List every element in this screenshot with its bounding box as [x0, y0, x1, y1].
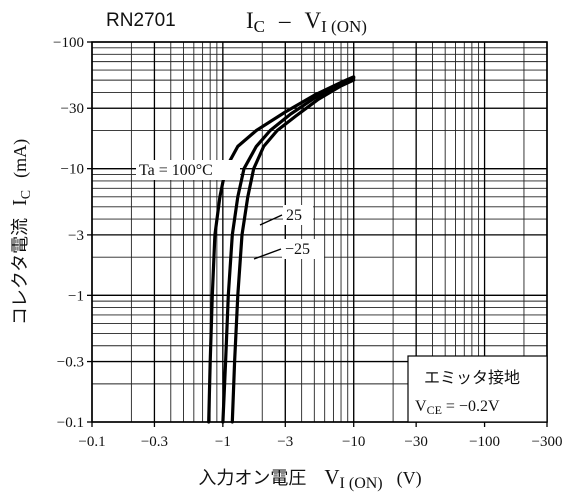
y-label-sym: I: [9, 199, 31, 206]
label-bg-100: [136, 160, 240, 180]
x-tick-label: −0.3: [141, 434, 168, 450]
condition-vce-sub: CE: [427, 403, 442, 417]
x-tick-label: −1: [215, 434, 231, 450]
title-main-sub: C: [254, 17, 265, 36]
series-label-minus25: −25: [285, 241, 310, 258]
x-label-unit: (V): [397, 468, 422, 489]
series-lines: [207, 75, 356, 424]
y-tick-label: −30: [61, 101, 84, 117]
y-axis-label: コレクタ電流 IC (mA): [9, 139, 34, 325]
condition-line-2: VCE = −0.2V: [415, 398, 500, 417]
leader-minus25: [253, 248, 282, 260]
y-tick-label: −0.3: [57, 355, 84, 371]
part-number: RN2701: [106, 10, 176, 31]
y-label-jp: コレクタ電流: [10, 218, 30, 325]
x-label-sym: V: [324, 465, 339, 489]
x-tick-label: −300: [532, 434, 563, 450]
chart-title: IC – VI (ON): [246, 8, 367, 36]
y-label-unit: (mA): [10, 139, 31, 178]
series-label-25: 25: [286, 207, 302, 224]
title-dash: –: [278, 8, 291, 33]
x-tick-label: −30: [404, 434, 427, 450]
y-tick-label: −1: [68, 288, 84, 304]
x-axis-label: 入力オン電圧 VI (ON) (V): [198, 465, 421, 492]
y-axis-ticks: −100 −30 −10 −3 −1 −0.3 −0.1: [53, 35, 92, 431]
y-label-sub: C: [19, 190, 34, 199]
x-tick-label: −100: [469, 434, 500, 450]
title-second: V: [305, 8, 322, 33]
x-tick-label: −0.1: [78, 434, 105, 450]
y-tick-label: −3: [68, 228, 84, 244]
condition-box-frame: [407, 355, 548, 423]
x-tick-label: −10: [342, 434, 365, 450]
svg-text:コレクタ電流IC(mA): コレクタ電流 IC (mA): [9, 139, 34, 325]
leader-25: [259, 214, 283, 226]
x-axis-ticks: −0.1 −0.3 −1 −3 −10 −30 −100 −300: [78, 422, 562, 450]
y-tick-label: −0.1: [57, 415, 84, 431]
y-tick-label: −10: [61, 162, 84, 178]
condition-vce-val: = −0.2V: [442, 398, 500, 415]
condition-box: エミッタ接地 VCE = −0.2V: [407, 355, 548, 423]
x-label-jp: 入力オン電圧: [198, 468, 306, 488]
series-label-100: Ta = 100°C: [139, 162, 213, 179]
series-line-1: [221, 76, 356, 424]
series-line-2: [230, 78, 356, 424]
series-line-0: [207, 75, 356, 424]
condition-line-1: エミッタ接地: [424, 369, 520, 387]
x-label-sub: I (ON): [340, 475, 383, 492]
x-tick-label: −3: [277, 434, 293, 450]
condition-vce-sym: V: [415, 398, 427, 415]
series-labels: Ta = 100°C 25 −25: [136, 160, 324, 260]
title-main: I: [246, 8, 254, 33]
label-bg-25: [283, 205, 313, 225]
label-bg-minus25: [282, 239, 324, 259]
y-tick-label: −100: [53, 35, 84, 51]
title-second-sub: I (ON): [321, 17, 367, 36]
plot-frame: [91, 41, 548, 423]
